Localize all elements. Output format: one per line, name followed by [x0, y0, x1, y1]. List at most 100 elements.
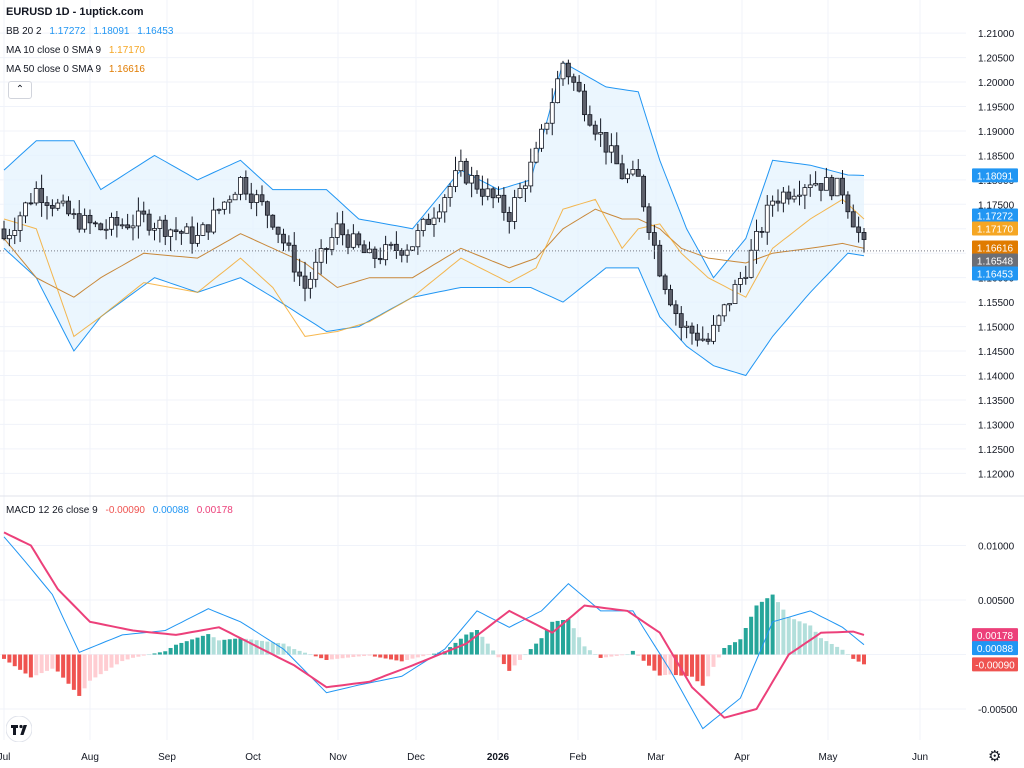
candle-body [49, 205, 55, 209]
candle-body [103, 228, 109, 231]
macd-hist-bar [749, 616, 754, 655]
candle-body [125, 224, 131, 229]
candle-body [1, 228, 7, 240]
candle-body [66, 200, 71, 215]
macd-hist-bar [802, 623, 807, 655]
macd-hist-bar [657, 654, 662, 676]
candle-body [737, 278, 743, 285]
macd-hist-bar [292, 649, 297, 655]
candle-body [377, 258, 383, 261]
candle-body [259, 194, 265, 203]
candle-body [705, 338, 711, 342]
macd-hist-bar [593, 654, 598, 655]
candle-body [415, 230, 421, 248]
time-axis-label: 2026 [487, 752, 510, 763]
price-tag-group: 1.16548 [972, 253, 1018, 268]
macd-hist-bar [582, 646, 587, 655]
macd-hist-bar [308, 654, 313, 656]
macd-hist-bar [227, 639, 232, 655]
macd-hist-bar [71, 654, 76, 690]
candle-body [205, 224, 211, 233]
macd-hist-bar [673, 654, 678, 676]
candle-body [469, 175, 475, 184]
candle-body [829, 177, 835, 197]
candle-body [141, 210, 147, 215]
macd-hist-bar [394, 654, 399, 661]
price-tick-label: 1.14000 [978, 372, 1015, 383]
candle-body [23, 202, 28, 217]
candle-body [689, 325, 695, 334]
price-tick-label: 1.15000 [978, 323, 1015, 334]
candle-body [571, 76, 577, 83]
ma10-legend: MA 10 close 0 SMA 9 1.17170 [6, 45, 150, 56]
macd-hist-bar [797, 621, 802, 655]
macd-hist-bar [206, 634, 211, 655]
settings-gear-icon[interactable]: ⚙ [988, 748, 1002, 765]
candle-body [641, 175, 647, 208]
macd-hist-bar [700, 654, 705, 686]
chart-title: EURUSD 1D - 1uptick.com [6, 6, 144, 18]
grid-lines [0, 0, 966, 740]
candle-body [716, 315, 722, 326]
candle-body [646, 206, 652, 233]
bb-upper-line [3, 61, 865, 279]
macd-hist-bar [587, 650, 592, 655]
axes: 1.21000 1.20500 1.20000 1.19500 1.19000 1.185… [0, 29, 1018, 763]
macd-hist-bar [260, 640, 264, 655]
macd-hist-bar [571, 628, 576, 655]
candle-body [754, 230, 759, 251]
candle-body [791, 195, 797, 200]
ma50-legend: MA 50 close 0 SMA 9 1.16616 [6, 64, 150, 75]
price-tag-group: 1.17272 [972, 208, 1018, 223]
candle-body [393, 243, 399, 251]
signal-line [3, 531, 865, 719]
macd-hist-bar [18, 654, 23, 670]
candle-body [345, 234, 351, 248]
time-axis-label: Feb [569, 752, 587, 763]
price-tag-group: 1.17170 [972, 221, 1018, 236]
candle-body [248, 193, 254, 203]
candle-body [195, 235, 200, 244]
time-axis-label: Oct [245, 752, 261, 763]
macd-hist-bar [109, 654, 114, 668]
macd-hist-bar [152, 653, 157, 655]
candle-body [281, 233, 286, 244]
collapse-legend-button[interactable]: ⌃ [8, 81, 32, 99]
time-axis-label: Nov [329, 752, 347, 763]
ma10-label: MA 10 close 0 SMA 9 [6, 45, 102, 56]
macd-hist-bar [770, 594, 775, 655]
macd-hist-bar [840, 649, 845, 655]
candle-body [512, 197, 518, 222]
macd-hist-bar [555, 620, 560, 655]
macd-hist-bar [276, 642, 281, 655]
candle-body [168, 229, 174, 237]
macd-hist-bar [577, 637, 582, 655]
macd-line-value: 0.00088 [152, 505, 189, 516]
price-tag [972, 253, 1018, 268]
macd-hist-bar [862, 654, 866, 665]
macd-hist-bar [636, 654, 641, 656]
macd-hist-bar [200, 635, 205, 655]
candle-body [657, 244, 663, 277]
macd-signal-value: 0.00178 [196, 505, 233, 516]
macd-hist-bar [184, 641, 189, 655]
macd-hist-bar [174, 644, 178, 655]
tradingview-logo-icon[interactable] [6, 716, 32, 742]
candle-body [119, 224, 125, 227]
macd-hist-bar [356, 654, 361, 657]
macd-hist-bar [684, 654, 689, 677]
candle-body [786, 191, 792, 200]
ma50-label: MA 50 close 0 SMA 9 [6, 64, 102, 75]
candle-body [528, 161, 534, 187]
macd-hist-bar [217, 640, 221, 655]
candle-body [592, 124, 598, 135]
macd-hist-bar [190, 639, 195, 655]
time-axis-label: Dec [407, 752, 425, 763]
candle-body [334, 223, 340, 238]
macd-hist-value: -0.00090 [105, 505, 145, 516]
candle-body [28, 202, 34, 205]
candle-body [818, 183, 824, 191]
ma10-value: 1.17170 [108, 45, 145, 56]
time-axis-label: Jun [912, 752, 928, 763]
